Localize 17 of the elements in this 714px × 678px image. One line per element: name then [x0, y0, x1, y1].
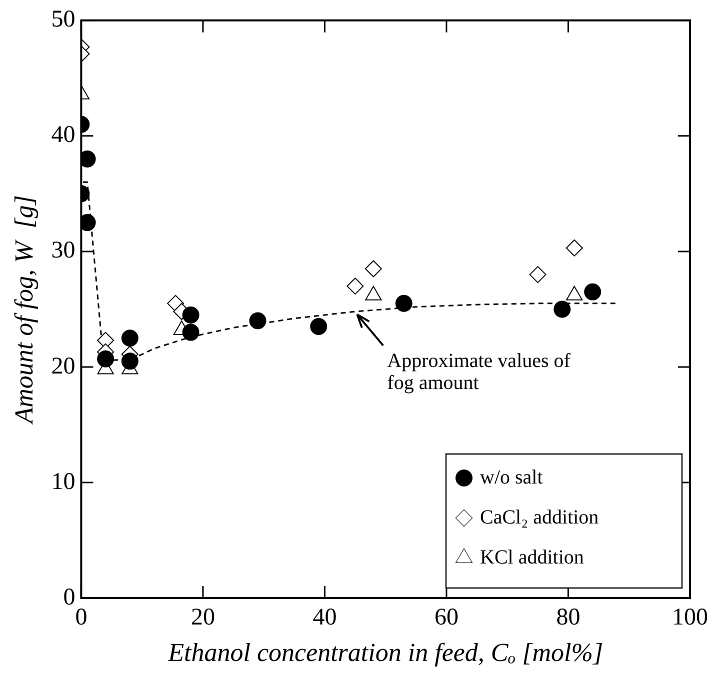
x-tick-label: 20 — [190, 604, 215, 631]
y-axis-title: Amount of fog, W [g] — [9, 195, 38, 426]
x-tick-label: 60 — [434, 604, 458, 631]
annotation: Approximate values of fog amount — [387, 350, 571, 394]
legend-label: w/o salt — [480, 466, 544, 488]
y-tick-label: 0 — [63, 584, 76, 610]
x-tick-label: 80 — [556, 604, 580, 631]
y-tick-label: 20 — [51, 353, 76, 380]
y-tick-label: 50 — [51, 6, 76, 33]
legend-label: KCl addition — [480, 546, 584, 568]
y-tick-label: 40 — [51, 122, 76, 148]
x-tick-label: 40 — [312, 604, 337, 631]
x-axis-title: Ethanol concentration in feed, Cₒ [mol%] — [167, 638, 604, 668]
y-tick-label: 30 — [51, 238, 76, 264]
x-tick-label: 100 — [672, 604, 708, 631]
y-tick-label: 10 — [51, 468, 76, 495]
legend-label: CaCl₂ addition — [480, 506, 599, 528]
